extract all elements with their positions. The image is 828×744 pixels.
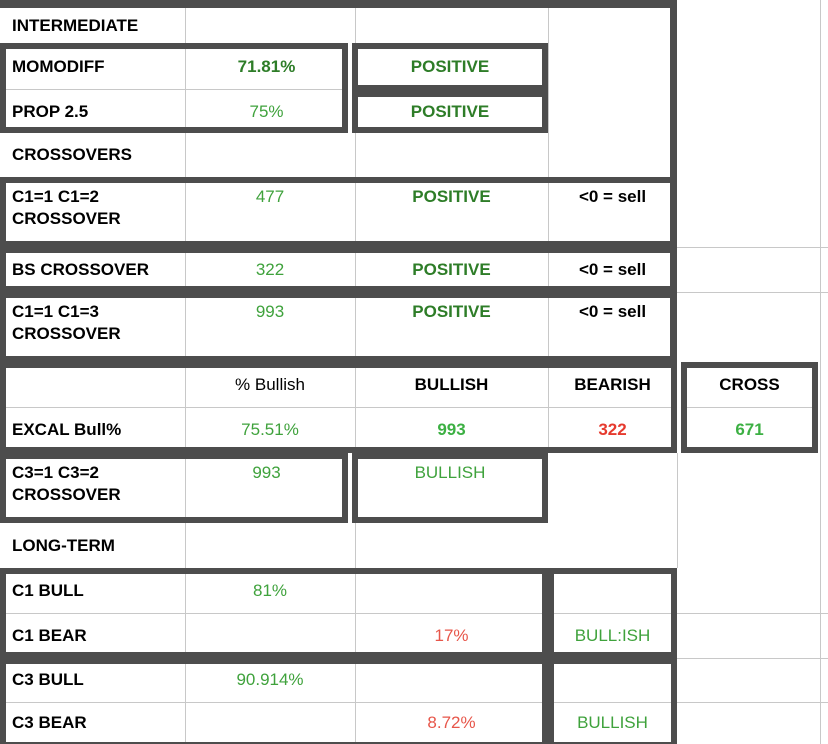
gridline xyxy=(681,407,818,408)
section-title-longterm[interactable]: LONG-TERM xyxy=(12,535,115,555)
header-cross[interactable]: CROSS xyxy=(719,374,780,394)
c3-crossover-box xyxy=(0,453,348,523)
gridline xyxy=(0,702,828,703)
cell-c3cross-status[interactable]: BULLISH xyxy=(414,463,486,482)
gridline xyxy=(820,0,821,744)
cell-c3cross-label[interactable]: C3=1 C3=2 CROSSOVER xyxy=(12,463,121,504)
gridline xyxy=(0,407,677,408)
section-title-intermediate[interactable]: INTERMEDIATE xyxy=(12,15,139,35)
positive-box-1 xyxy=(352,43,548,91)
gridline xyxy=(677,247,828,248)
cell-c1bear-value[interactable]: 17% xyxy=(434,625,469,645)
outer-border-top xyxy=(0,0,677,8)
cell-c1bull-value[interactable]: 81% xyxy=(252,580,288,600)
cell-bs-label[interactable]: BS CROSSOVER xyxy=(12,259,149,279)
c1c3-crossover-box xyxy=(0,292,677,362)
cell-c1bear-label[interactable]: C1 BEAR xyxy=(12,625,87,645)
bs-crossover-box xyxy=(0,247,677,292)
gridline xyxy=(0,613,828,614)
cell-momodiff-label[interactable]: MOMODIFF xyxy=(12,57,105,76)
cell-excal-bullish[interactable]: 993 xyxy=(437,420,466,439)
cell-c1c3-status[interactable]: POSITIVE xyxy=(412,302,491,321)
cell-excal-cross[interactable]: 671 xyxy=(735,420,764,439)
cell-bs-note[interactable]: <0 = sell xyxy=(578,259,647,279)
cell-c1c3-label[interactable]: C1=1 C1=3 CROSSOVER xyxy=(12,302,121,343)
header-pct-bullish[interactable]: % Bullish xyxy=(235,374,305,394)
cell-bs-value[interactable]: 322 xyxy=(255,259,285,279)
gridline xyxy=(677,658,828,659)
cell-momodiff-value[interactable]: 71.81% xyxy=(237,57,296,76)
positive-box-2 xyxy=(352,91,548,133)
header-bullish[interactable]: BULLISH xyxy=(414,374,489,394)
cell-c1bull-label[interactable]: C1 BULL xyxy=(12,580,84,600)
cell-c3bear-label[interactable]: C3 BEAR xyxy=(12,713,87,732)
c1-group-box xyxy=(0,568,548,658)
cell-excal-pct[interactable]: 75.51% xyxy=(241,420,299,439)
cell-c3bull-label[interactable]: C3 BULL xyxy=(12,670,84,689)
cell-c1c2-note[interactable]: <0 = sell xyxy=(578,187,647,206)
cell-bs-status[interactable]: POSITIVE xyxy=(412,259,491,279)
c1c2-crossover-box xyxy=(0,177,677,247)
gridline xyxy=(355,523,356,744)
cell-excal-bearish[interactable]: 322 xyxy=(598,420,627,439)
gridline xyxy=(355,8,356,43)
cell-c1c2-label[interactable]: C1=1 C1=2 CROSSOVER xyxy=(12,187,121,228)
cell-c1c2-status[interactable]: POSITIVE xyxy=(412,187,491,206)
cell-excal-label[interactable]: EXCAL Bull% xyxy=(12,420,122,439)
cell-c3cross-value[interactable]: 993 xyxy=(252,463,281,482)
cell-c1c3-value[interactable]: 993 xyxy=(255,302,285,321)
gridline xyxy=(185,8,186,744)
cell-momodiff-status[interactable]: POSITIVE xyxy=(410,57,490,76)
momodiff-prop-box xyxy=(0,43,348,133)
cell-prop25-status[interactable]: POSITIVE xyxy=(410,102,490,121)
gridline xyxy=(677,292,828,293)
summary-box xyxy=(0,362,677,453)
section-title-crossovers[interactable]: CROSSOVERS xyxy=(12,145,132,164)
cell-c1c2-value[interactable]: 477 xyxy=(255,187,285,206)
cross-box xyxy=(681,362,818,453)
cell-c1c3-note[interactable]: <0 = sell xyxy=(578,302,647,321)
cell-prop25-value[interactable]: 75% xyxy=(249,102,284,121)
c1-status-box xyxy=(548,568,677,658)
gridline xyxy=(0,89,348,90)
cell-c3bear-status[interactable]: BULLISH xyxy=(577,713,648,732)
gridline xyxy=(548,8,549,453)
gridline xyxy=(677,453,678,568)
c3-status-box xyxy=(548,658,677,744)
header-bearish[interactable]: BEARISH xyxy=(574,374,651,394)
cell-c1bear-status[interactable]: BULL:ISH xyxy=(574,625,651,645)
c3-group-box xyxy=(0,658,548,744)
cell-c3bear-value[interactable]: 8.72% xyxy=(427,713,476,732)
cell-c3bull-value[interactable]: 90.914% xyxy=(236,670,304,689)
cell-prop25-label[interactable]: PROP 2.5 xyxy=(12,102,89,121)
c3-bullish-box xyxy=(352,453,548,523)
